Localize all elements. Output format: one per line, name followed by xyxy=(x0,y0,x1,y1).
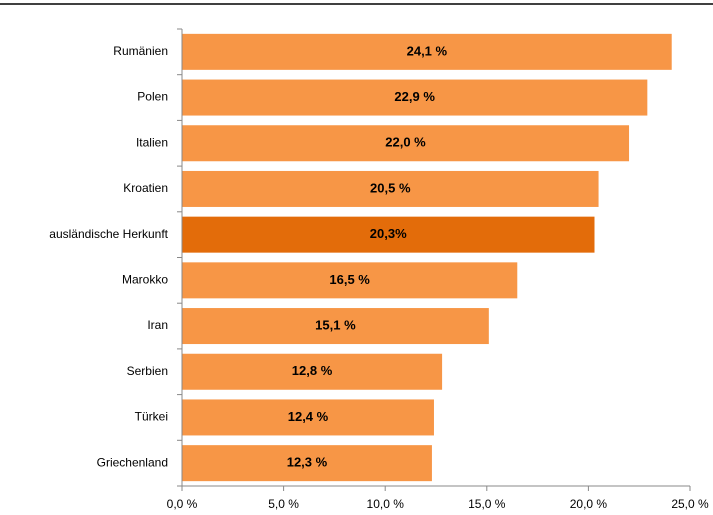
y-tick-label: Iran xyxy=(147,318,168,332)
y-tick-label: Kroatien xyxy=(123,181,168,195)
data-label: 15,1 % xyxy=(315,317,356,332)
bar xyxy=(182,308,489,345)
data-label: 22,0 % xyxy=(385,135,426,150)
data-label: 16,5 % xyxy=(329,272,370,287)
y-tick-label: Serbien xyxy=(127,364,168,378)
data-label: 12,8 % xyxy=(292,363,333,378)
x-tick-label: 25,0 % xyxy=(671,497,709,511)
data-label: 12,3 % xyxy=(287,455,328,470)
data-label: 20,3% xyxy=(370,226,407,241)
bar xyxy=(182,216,595,253)
bar xyxy=(182,445,432,482)
bar xyxy=(182,170,599,207)
y-tick-label: ausländische Herkunft xyxy=(49,227,168,241)
x-tick-label: 0,0 % xyxy=(167,497,198,511)
x-tick-label: 15,0 % xyxy=(468,497,506,511)
data-label: 12,4 % xyxy=(288,409,329,424)
y-tick-label: Türkei xyxy=(135,410,168,424)
bar xyxy=(182,399,434,436)
data-label: 20,5 % xyxy=(370,180,411,195)
x-tick-label: 10,0 % xyxy=(367,497,405,511)
y-tick-label: Rumänien xyxy=(113,44,168,58)
bar xyxy=(182,79,648,116)
y-tick-label: Polen xyxy=(137,90,168,104)
y-tick-label: Marokko xyxy=(122,273,168,287)
bar xyxy=(182,353,443,390)
bar xyxy=(182,262,518,299)
x-tick-label: 20,0 % xyxy=(570,497,608,511)
bar xyxy=(182,125,630,162)
y-tick-label: Italien xyxy=(136,135,168,149)
data-label: 24,1 % xyxy=(407,43,448,58)
data-label: 22,9 % xyxy=(394,89,435,104)
y-tick-label: Griechenland xyxy=(97,455,168,469)
x-tick-label: 5,0 % xyxy=(268,497,299,511)
bar xyxy=(182,33,672,70)
